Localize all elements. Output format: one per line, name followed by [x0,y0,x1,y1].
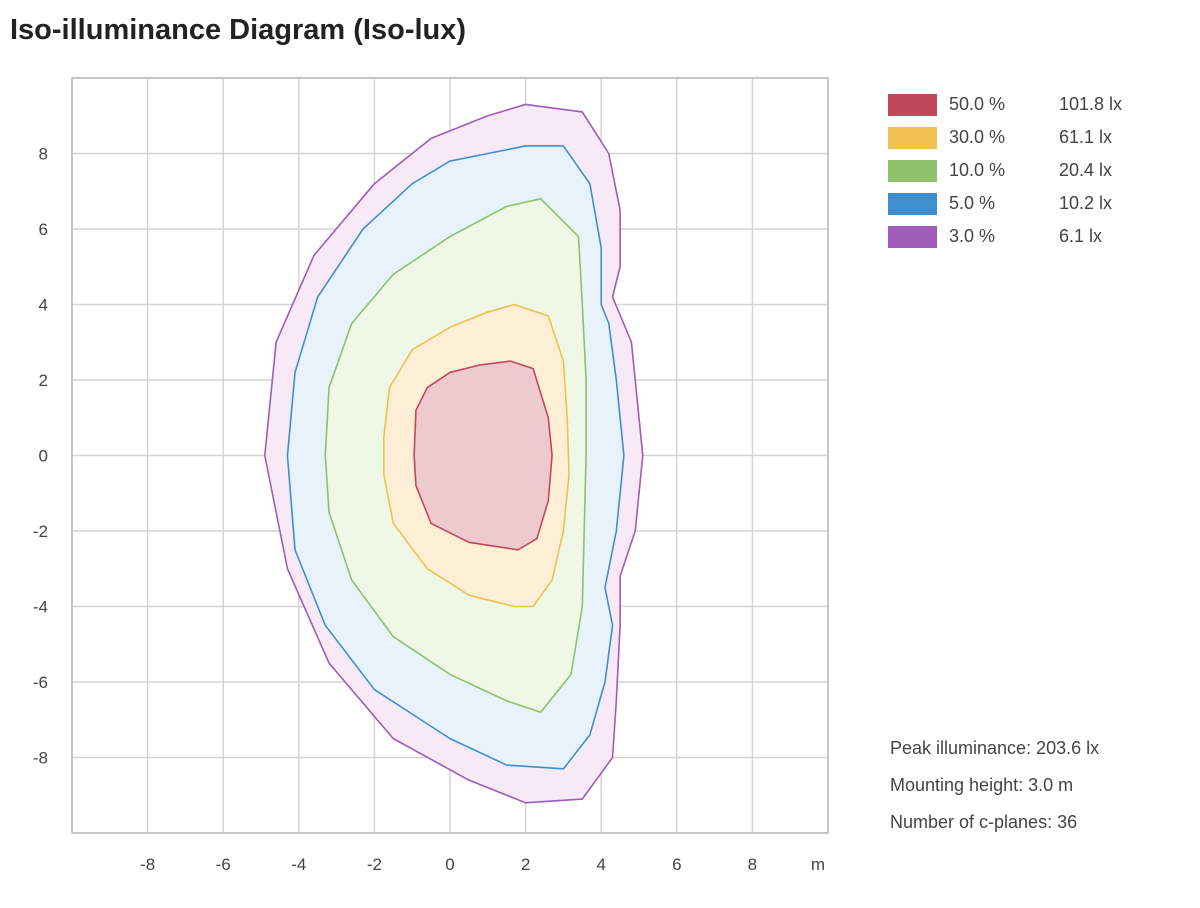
x-axis-label: m [811,855,825,874]
legend-lux: 6.1 lx [1059,226,1103,246]
x-tick-label: 0 [445,855,454,874]
legend-lux: 10.2 lx [1059,193,1113,213]
legend-lux: 101.8 lx [1059,94,1123,114]
x-tick-label: -2 [367,855,382,874]
y-tick-label: -6 [33,673,48,692]
x-tick-label: 6 [672,855,681,874]
y-tick-label: 4 [39,296,48,315]
y-tick-label: 2 [39,371,48,390]
legend-percent: 50.0 % [949,94,1006,114]
legend-swatch [888,93,937,116]
plot-border [71,77,829,834]
legend-item: 50.0 % 101.8 lx [888,88,1122,121]
peak-illuminance: Peak illuminance: 203.6 lx [890,738,1100,758]
contour-500-percent [413,360,553,551]
iso-lux-chart: -8 -6 -4 -2 0 2 4 6 8 m 8 6 4 2 0 -2 -4 -6 -8 [33,77,829,874]
x-tick-label: 4 [596,855,605,874]
legend-item: 5.0 % 10.2 lx [888,187,1122,220]
legend-item: 10.0 % 20.4 lx [888,154,1122,187]
y-tick-label: -2 [33,522,48,541]
x-tick-label: 8 [748,855,757,874]
y-tick-label: 0 [39,447,48,466]
c-planes-count: Number of c-planes: 36 [890,812,1078,832]
legend-swatch [888,192,937,215]
legend-lux: 61.1 lx [1059,127,1113,147]
y-tick-label: -8 [33,749,48,768]
info-panel: Peak illuminance: 203.6 lx Mounting heig… [890,730,1099,841]
legend-item: 3.0 % 6.1 lx [888,220,1122,253]
legend: 50.0 % 101.8 lx 30.0 % 61.1 lx 10.0 % 20.4 … [888,88,1122,253]
x-tick-label: -8 [140,855,155,874]
legend-percent: 3.0 % [949,226,996,246]
legend-percent: 10.0 % [949,160,1006,180]
y-tick-label: 8 [39,145,48,164]
mounting-height: Mounting height: 3.0 m [890,775,1074,795]
legend-lux: 20.4 lx [1059,160,1113,180]
legend-swatch [888,225,937,248]
x-tick-label: -6 [216,855,231,874]
x-tick-label: 2 [521,855,530,874]
x-tick-label: -4 [291,855,306,874]
legend-swatch [888,159,937,182]
y-tick-label: 6 [39,220,48,239]
chart-title: Iso-illuminance Diagram (Iso-lux) [10,14,467,46]
legend-item: 30.0 % 61.1 lx [888,121,1122,154]
legend-percent: 5.0 % [949,193,996,213]
y-tick-label: -4 [33,598,48,617]
legend-percent: 30.0 % [949,127,1006,147]
legend-swatch [888,126,937,149]
